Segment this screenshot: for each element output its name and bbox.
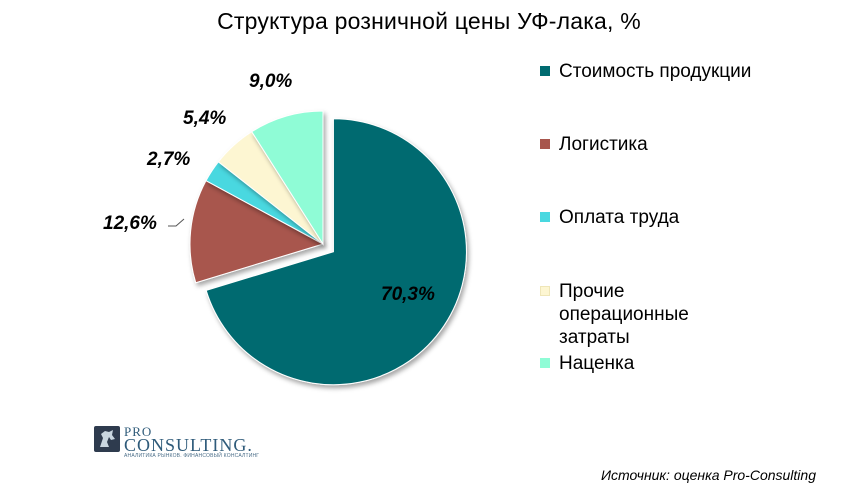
data-label-product-cost: 70,3% (381, 284, 435, 305)
logo-pro-text: PRO (124, 424, 153, 439)
pie-slice-product-cost (205, 118, 467, 386)
legend-item-other-costs: Прочие операционные затраты (540, 280, 709, 349)
legend-swatch (540, 286, 550, 296)
legend-swatch (540, 358, 550, 368)
source-note: Источник: оценка Pro-Consulting (601, 467, 816, 483)
legend-label: Оплата труда (559, 207, 680, 228)
legend-label: Прочие операционные затраты (559, 281, 689, 348)
pie-slice-logistics (189, 179, 325, 284)
legend-item-markup: Наценка (540, 352, 759, 375)
logo-name-text: CONSULTING. (124, 435, 253, 455)
legend-swatch (540, 212, 550, 222)
data-label-other-costs: 5,4% (183, 108, 227, 129)
legend-swatch (540, 66, 550, 76)
legend-label: Логистика (559, 134, 648, 155)
leader-line-logistics (168, 218, 185, 227)
data-label-markup: 9,0% (249, 71, 293, 92)
legend-item-logistics: Логистика (540, 133, 759, 156)
pro-consulting-logo: PRO CONSULTING. АНАЛИТИКА РЫНКОВ. ФИНАНС… (94, 424, 259, 460)
pie-slice-markup (251, 110, 324, 246)
legend-label: Наценка (559, 353, 635, 374)
legend-label: Стоимость продукции (559, 61, 752, 82)
legend-swatch (540, 139, 550, 149)
legend-item-labor: Оплата труда (540, 206, 759, 229)
logo-tagline: АНАЛИТИКА РЫНКОВ. ФИНАНСОВЫЙ КОНСАЛТИНГ (124, 453, 260, 459)
horse-emblem-icon (94, 426, 120, 452)
data-label-logistics: 12,6% (103, 213, 157, 234)
legend-item-product-cost: Стоимость продукции (540, 60, 759, 83)
chart-title: Структура розничной цены УФ-лака, % (217, 8, 641, 34)
data-label-labor: 2,7% (147, 149, 191, 170)
